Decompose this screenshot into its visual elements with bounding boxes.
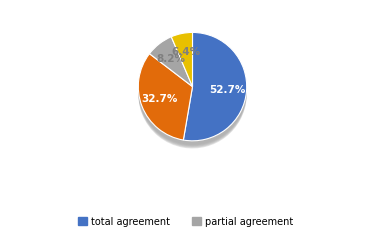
Wedge shape [149,37,192,87]
Wedge shape [138,58,192,144]
Wedge shape [149,42,192,92]
Text: 52.7%: 52.7% [209,85,246,95]
Wedge shape [171,32,192,87]
Wedge shape [183,39,247,147]
Wedge shape [171,38,192,92]
Wedge shape [183,38,247,146]
Wedge shape [183,32,247,141]
Text: 6.4%: 6.4% [171,47,200,57]
Wedge shape [138,59,192,145]
Wedge shape [138,61,192,148]
Wedge shape [171,40,192,94]
Wedge shape [149,44,192,94]
Wedge shape [183,39,247,148]
Wedge shape [149,44,192,94]
Wedge shape [171,39,192,94]
Wedge shape [171,37,192,91]
Wedge shape [149,41,192,91]
Wedge shape [183,36,247,145]
Wedge shape [138,61,192,147]
Text: 8.2%: 8.2% [157,54,186,64]
Wedge shape [138,54,192,140]
Wedge shape [171,36,192,91]
Text: 32.7%: 32.7% [142,94,178,104]
Wedge shape [138,58,192,145]
Wedge shape [183,37,247,145]
Wedge shape [149,43,192,93]
Wedge shape [171,39,192,93]
Legend: total agreement, general agreement, partial agreement, partial disagreement: total agreement, general agreement, part… [75,214,310,231]
Wedge shape [138,60,192,146]
Wedge shape [149,41,192,91]
Wedge shape [183,40,247,149]
